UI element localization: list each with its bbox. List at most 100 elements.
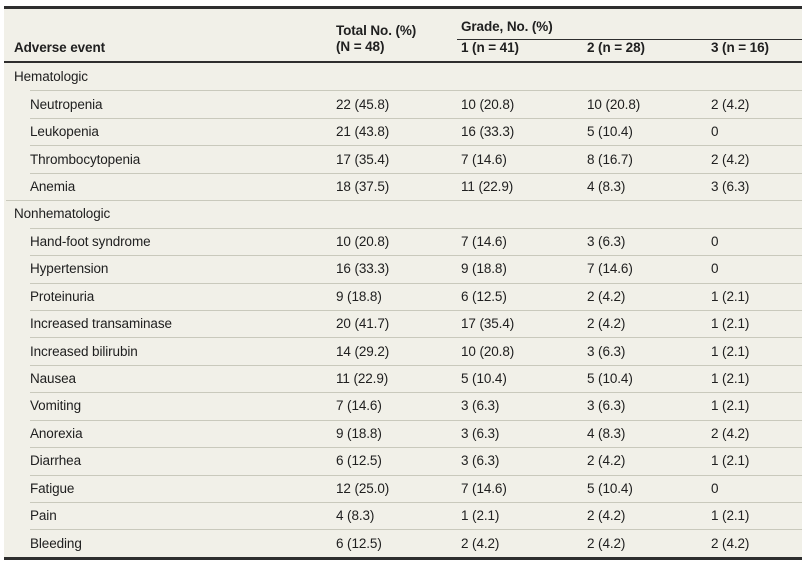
table-row-bleeding: Bleeding 6 (12.5) 2 (4.2) 2 (4.2) 2 (4.2… [4, 529, 802, 556]
table-row-vomiting: Vomiting 7 (14.6) 3 (6.3) 3 (6.3) 1 (2.1… [4, 392, 802, 419]
cell-grade-1: 7 (14.6) [461, 233, 507, 249]
table-row-thrombocytopenia: Thrombocytopenia 17 (35.4) 7 (14.6) 8 (1… [4, 145, 802, 172]
cell-grade-2: 4 (8.3) [587, 425, 626, 441]
cell-grade-2: 3 (6.3) [587, 343, 626, 359]
cell-grade-1: 3 (6.3) [461, 453, 500, 469]
cell-grade-2: 2 (4.2) [587, 508, 626, 524]
cell-grade-3: 0 [711, 233, 719, 249]
column-header-total-line2: (N = 48) [336, 39, 385, 54]
column-group-grade-label: Grade, No. (%) [457, 9, 802, 40]
cell-grade-1: 10 (20.8) [461, 343, 515, 359]
cell-grade-1: 3 (6.3) [461, 425, 500, 441]
section-label: Nonhematologic [14, 206, 111, 222]
cell-grade-1: 6 (12.5) [461, 288, 507, 304]
cell-grade-1: 5 (10.4) [461, 371, 507, 387]
cell-grade-2: 2 (4.2) [587, 453, 626, 469]
section-row-nonhematologic: Nonhematologic [4, 200, 802, 227]
section-label: Hematologic [14, 69, 88, 85]
cell-grade-3: 0 [711, 261, 719, 277]
cell-adverse-event: Leukopenia [30, 124, 99, 140]
cell-grade-3: 2 (4.2) [711, 96, 750, 112]
cell-grade-3: 3 (6.3) [711, 178, 750, 194]
cell-total: 22 (45.8) [336, 96, 390, 112]
cell-adverse-event: Proteinuria [30, 288, 95, 304]
cell-adverse-event: Nausea [30, 371, 76, 387]
cell-grade-1: 7 (14.6) [461, 151, 507, 167]
cell-grade-3: 2 (4.2) [711, 151, 750, 167]
cell-grade-2: 2 (4.2) [587, 288, 626, 304]
table-row-increased-transaminase: Increased transaminase 20 (41.7) 17 (35.… [4, 309, 802, 337]
cell-grade-3: 2 (4.2) [711, 535, 750, 551]
table-row-hypertension: Hypertension 16 (33.3) 9 (18.8) 7 (14.6)… [4, 255, 802, 282]
cell-grade-3: 1 (2.1) [711, 398, 750, 414]
cell-grade-2: 3 (6.3) [587, 233, 626, 249]
table-top-rule [4, 6, 802, 9]
cell-total: 18 (37.5) [336, 178, 390, 194]
cell-total: 21 (43.8) [336, 124, 390, 140]
cell-grade-2: 7 (14.6) [587, 261, 633, 277]
cell-grade-1: 16 (33.3) [461, 124, 515, 140]
cell-adverse-event: Hypertension [30, 261, 109, 277]
cell-grade-1: 7 (14.6) [461, 480, 507, 496]
column-header-grade-2: 2 (n = 28) [587, 40, 645, 55]
cell-grade-1: 2 (4.2) [461, 535, 500, 551]
cell-adverse-event: Bleeding [30, 535, 82, 551]
column-header-total-line1: Total No. (%) [336, 23, 417, 38]
cell-adverse-event: Vomiting [30, 398, 81, 414]
cell-grade-3: 2 (4.2) [711, 425, 750, 441]
column-header-grade-1: 1 (n = 41) [461, 40, 519, 55]
cell-total: 9 (18.8) [336, 288, 382, 304]
table-row-pain: Pain 4 (8.3) 1 (2.1) 2 (4.2) 1 (2.1) [4, 502, 802, 529]
table-row-anemia: Anemia 18 (37.5) 11 (22.9) 4 (8.3) 3 (6.… [4, 172, 802, 200]
cell-grade-1: 3 (6.3) [461, 398, 500, 414]
table-row-hand-foot-syndrome: Hand-foot syndrome 10 (20.8) 7 (14.6) 3 … [4, 227, 802, 255]
cell-adverse-event: Increased bilirubin [30, 343, 138, 359]
column-group-grade: Grade, No. (%) 1 (n = 41) 2 (n = 28) 3 (… [457, 9, 802, 61]
table-row-increased-bilirubin: Increased bilirubin 14 (29.2) 10 (20.8) … [4, 337, 802, 364]
cell-grade-3: 1 (2.1) [711, 371, 750, 387]
cell-grade-1: 10 (20.8) [461, 96, 515, 112]
section-row-hematologic: Hematologic [4, 63, 802, 90]
cell-total: 7 (14.6) [336, 398, 382, 414]
cell-grade-2: 8 (16.7) [587, 151, 633, 167]
cell-total: 10 (20.8) [336, 233, 390, 249]
cell-adverse-event: Increased transaminase [30, 316, 172, 332]
cell-grade-3: 1 (2.1) [711, 288, 750, 304]
cell-total: 4 (8.3) [336, 508, 375, 524]
cell-grade-2: 5 (10.4) [587, 124, 633, 140]
adverse-events-table: Adverse event Total No. (%) (N = 48) Gra… [4, 6, 802, 560]
table-row-leukopenia: Leukopenia 21 (43.8) 16 (33.3) 5 (10.4) … [4, 117, 802, 145]
column-header-grade-3: 3 (n = 16) [711, 40, 769, 55]
column-header-total: Total No. (%) (N = 48) [332, 9, 457, 61]
cell-grade-3: 1 (2.1) [711, 343, 750, 359]
cell-adverse-event: Fatigue [30, 480, 75, 496]
cell-adverse-event: Neutropenia [30, 96, 103, 112]
cell-grade-1: 11 (22.9) [461, 178, 514, 194]
table-row-proteinuria: Proteinuria 9 (18.8) 6 (12.5) 2 (4.2) 1 … [4, 282, 802, 310]
cell-adverse-event: Diarrhea [30, 453, 81, 469]
cell-grade-1: 17 (35.4) [461, 316, 515, 332]
cell-grade-3: 1 (2.1) [711, 316, 750, 332]
cell-adverse-event: Thrombocytopenia [30, 151, 141, 167]
cell-grade-2: 3 (6.3) [587, 398, 626, 414]
cell-total: 6 (12.5) [336, 453, 382, 469]
cell-grade-2: 4 (8.3) [587, 178, 626, 194]
cell-grade-2: 5 (10.4) [587, 371, 633, 387]
table-row-neutropenia: Neutropenia 22 (45.8) 10 (20.8) 10 (20.8… [4, 90, 802, 117]
cell-total: 9 (18.8) [336, 425, 382, 441]
cell-grade-3: 1 (2.1) [711, 453, 750, 469]
header-bottom-rule [4, 61, 802, 63]
cell-total: 16 (33.3) [336, 261, 390, 277]
column-header-adverse-event: Adverse event [14, 40, 105, 55]
cell-grade-2: 2 (4.2) [587, 316, 626, 332]
cell-total: 14 (29.2) [336, 343, 390, 359]
cell-adverse-event: Pain [30, 508, 57, 524]
cell-adverse-event: Anorexia [30, 425, 83, 441]
table-row-anorexia: Anorexia 9 (18.8) 3 (6.3) 4 (8.3) 2 (4.2… [4, 419, 802, 447]
cell-grade-2: 5 (10.4) [587, 480, 633, 496]
table-row-fatigue: Fatigue 12 (25.0) 7 (14.6) 5 (10.4) 0 [4, 474, 802, 502]
cell-grade-3: 0 [711, 124, 719, 140]
cell-grade-2: 10 (20.8) [587, 96, 641, 112]
cell-total: 6 (12.5) [336, 535, 382, 551]
table-row-nausea: Nausea 11 (22.9) 5 (10.4) 5 (10.4) 1 (2.… [4, 364, 802, 392]
